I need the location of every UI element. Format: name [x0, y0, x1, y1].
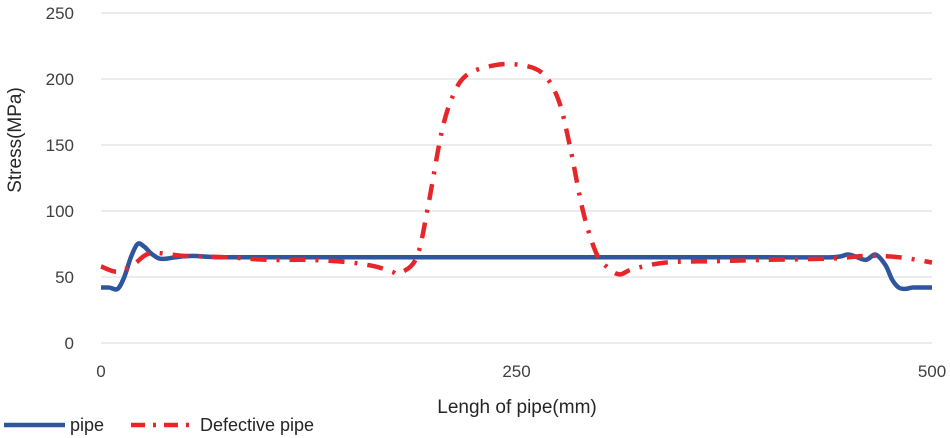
series-line-defective-pipe	[100, 61, 933, 277]
x-axis-title: Lengh of pipe(mm)	[437, 397, 596, 418]
y-tick-label-250: 250	[46, 4, 74, 23]
y-tick-label-100: 100	[46, 202, 74, 221]
legend-label-defective-pipe: Defective pipe	[200, 415, 314, 435]
x-tick-label-500: 500	[918, 362, 946, 381]
y-tick-label-50: 50	[55, 268, 74, 287]
x-tick-label-0: 0	[96, 362, 105, 381]
y-tick-label-0: 0	[65, 334, 74, 353]
tick-labels: 0 50 100 150 200 250 0 250 500	[46, 4, 947, 381]
legend: pipe Defective pipe	[4, 415, 314, 435]
series-layer	[100, 61, 933, 292]
x-tick-label-250: 250	[502, 362, 530, 381]
y-tick-label-200: 200	[46, 70, 74, 89]
y-axis-title: Stress(MPa)	[5, 87, 26, 193]
gridlines	[101, 12, 932, 344]
series-line-pipe	[100, 241, 932, 292]
legend-label-pipe: pipe	[70, 415, 104, 435]
y-tick-label-150: 150	[46, 136, 74, 155]
